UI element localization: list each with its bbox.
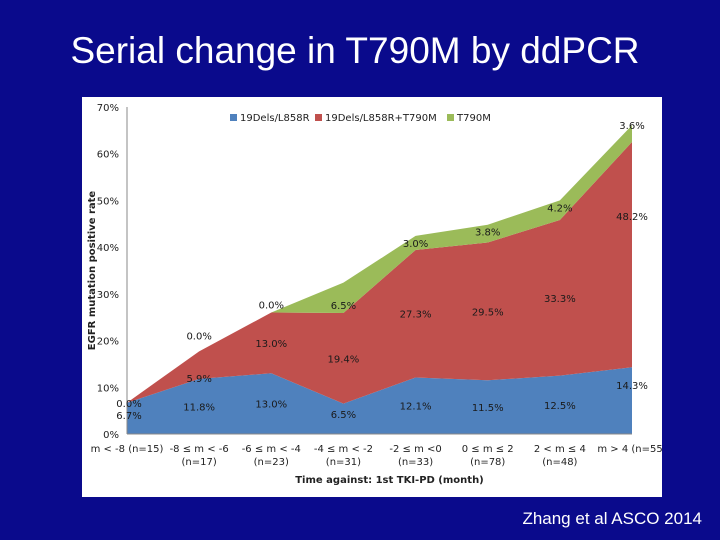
x-tick-label: m > 4 (n=55) [597,444,662,455]
data-label-series-2: 27.3% [400,310,432,321]
x-tick-label: (n=17) [182,457,217,468]
data-label-series-2: 19.4% [328,354,360,365]
legend-swatch-2 [315,114,322,121]
data-label-series-1: 12.1% [400,402,432,413]
x-tick-label: -8 ≤ m < -6 [170,444,229,455]
data-label-series-1: 13.0% [255,400,287,411]
x-tick-label: -4 ≤ m < -2 [314,444,373,455]
stacked-area-chart: 0% 10% 20% 30% 40% 50% 60% 70% EGFR mutation pos… [87,103,662,486]
data-label-series-2: 13.0% [255,339,287,350]
data-label-series-2: 0.0% [116,399,141,410]
data-label-series-1: 6.7% [116,411,141,422]
legend-label: T790M [456,113,491,124]
data-label-series-3: 3.8% [475,228,500,239]
y-tick-label: 0% [103,430,119,441]
legend-swatch-3 [447,114,454,121]
data-label-series-3: 0.0% [186,331,211,342]
data-label-series-2: 48.2% [616,212,648,223]
y-tick-label: 30% [97,290,119,301]
area-series-1 [127,367,632,434]
y-tick-label: 40% [97,243,119,254]
area-series-3 [127,125,632,403]
y-tick-label: 70% [97,103,119,114]
x-tick-label: -2 ≤ m <0 [389,444,441,455]
x-tick-label: 2 < m ≤ 4 [534,444,586,455]
chart-panel: 0% 10% 20% 30% 40% 50% 60% 70% EGFR mutation pos… [82,97,662,497]
y-tick-label: 50% [97,196,119,207]
legend-swatch-1 [230,114,237,121]
data-label-series-1: 11.8% [183,402,215,413]
x-tick-label: (n=31) [326,457,361,468]
legend-label: 19Dels/L858R+T790M [325,113,437,124]
x-tick-label: (n=78) [470,457,505,468]
x-axis-label: Time against: 1st TKI-PD (month) [295,475,484,486]
citation: Zhang et al ASCO 2014 [522,509,702,528]
data-label-series-1: 12.5% [544,401,576,412]
data-label-series-2: 29.5% [472,307,504,318]
legend-label: 19Dels/L858R [240,113,310,124]
x-tick-label: (n=33) [398,457,433,468]
data-label-series-2: 33.3% [544,294,576,305]
x-tick-label: -6 ≤ m < -4 [242,444,301,455]
y-tick-label: 60% [97,150,119,161]
data-label-series-1: 11.5% [472,403,504,414]
data-label-series-3: 6.5% [331,301,356,312]
data-label-series-1: 14.3% [616,381,648,392]
area-series-2 [127,142,632,404]
y-axis-label: EGFR mutation positive rate [87,191,98,351]
x-tick-label: m < -8 (n=15) [91,444,164,455]
data-label-series-3: 4.2% [547,203,572,214]
data-label-series-1: 6.5% [331,410,356,421]
slide-title: Serial change in T790M by ddPCR [70,30,640,71]
x-tick-label: (n=48) [542,457,577,468]
data-label-series-2: 5.9% [186,374,211,385]
data-label-series-3: 3.6% [619,121,644,132]
x-tick-label: 0 ≤ m ≤ 2 [462,444,514,455]
data-label-series-3: 3.0% [403,239,428,250]
data-label-series-3: 0.0% [259,301,284,312]
y-tick-label: 20% [97,337,119,348]
x-tick-label: (n=23) [254,457,289,468]
y-tick-label: 10% [97,383,119,394]
